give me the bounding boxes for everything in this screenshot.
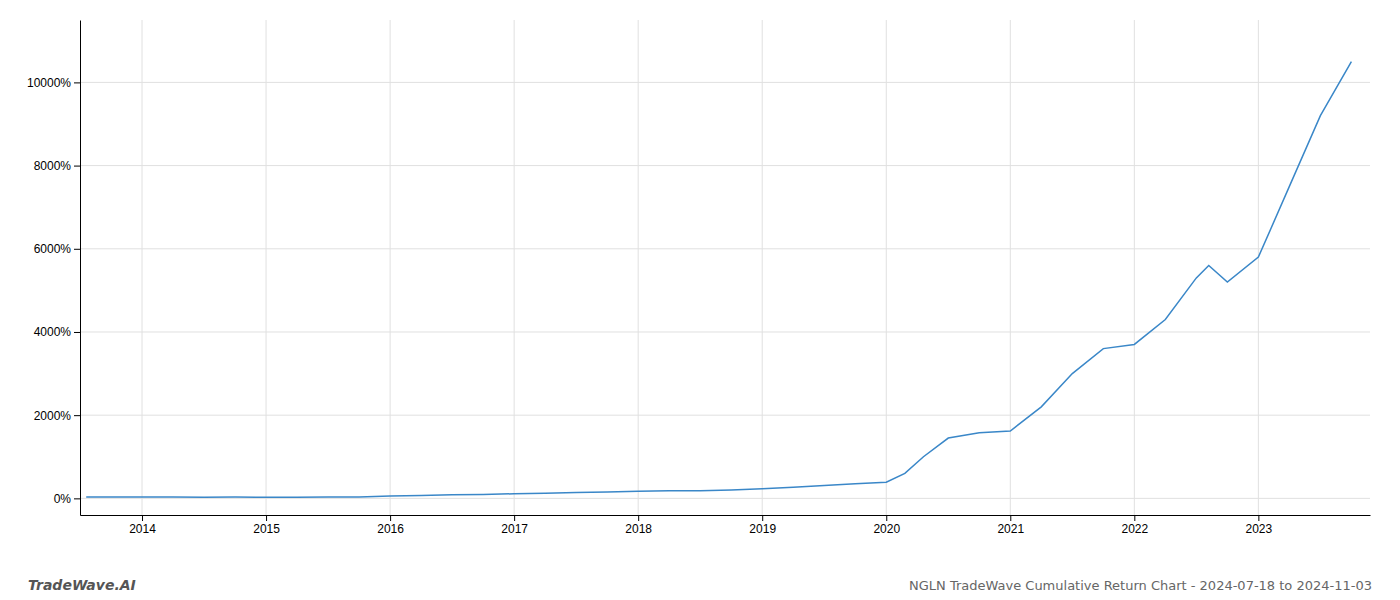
- x-tick-label: 2020: [873, 522, 900, 536]
- x-tick: 2018: [625, 515, 652, 536]
- y-tick-mark: [74, 166, 80, 167]
- x-grid-line: [638, 20, 639, 515]
- x-tick-label: 2018: [625, 522, 652, 536]
- plot-area: [86, 62, 1351, 498]
- x-tick: 2022: [1121, 515, 1148, 536]
- y-tick-mark: [74, 332, 80, 333]
- x-tick-mark: [142, 515, 143, 521]
- y-tick-mark: [74, 82, 80, 83]
- x-tick-mark: [390, 515, 391, 521]
- y-tick: 8000%: [34, 159, 80, 173]
- title: NGLN TradeWave Cumulative Return Chart -…: [909, 578, 1372, 593]
- y-tick-label: 10000%: [27, 76, 71, 90]
- y-grid-line: [80, 331, 1370, 332]
- y-tick: 2000%: [34, 409, 80, 423]
- x-tick-label: 2023: [1246, 522, 1273, 536]
- x-axis: 2014 2015 2016 2017 2018 2019 2020 2021 2022 2023: [81, 515, 1371, 536]
- x-tick-mark: [514, 515, 515, 521]
- x-tick-mark: [1134, 515, 1135, 521]
- y-tick-label: 8000%: [34, 159, 72, 173]
- x-tick-label: 2015: [253, 522, 280, 536]
- x-grid-line: [1258, 20, 1259, 515]
- x-tick-mark: [638, 515, 639, 521]
- y-axis-line: [80, 21, 81, 516]
- y-tick: 6000%: [34, 242, 80, 256]
- x-tick-mark: [762, 515, 763, 521]
- chart: 2014 2015 2016 2017 2018 2019 2020 2021 2022 2023…: [0, 0, 1400, 600]
- y-tick-mark: [74, 498, 80, 499]
- x-grid-line: [390, 20, 391, 515]
- x-tick-label: 2016: [377, 522, 404, 536]
- y-tick: 4000%: [34, 325, 80, 339]
- x-grid-line: [1010, 20, 1011, 515]
- x-tick-label: 2017: [501, 522, 528, 536]
- y-tick-label: 4000%: [34, 325, 72, 339]
- y-grid-line: [80, 82, 1370, 83]
- x-tick: 2016: [377, 515, 404, 536]
- x-tick-label: 2022: [1121, 522, 1148, 536]
- y-grid-line: [80, 415, 1370, 416]
- x-grid-line: [142, 20, 143, 515]
- y-grid-line: [80, 165, 1370, 166]
- y-tick: 10000%: [27, 76, 80, 90]
- watermark: TradeWave.AI: [28, 577, 136, 593]
- x-tick: 2021: [997, 515, 1024, 536]
- y-tick-mark: [74, 415, 80, 416]
- x-tick: 2017: [501, 515, 528, 536]
- data-line: [86, 62, 1351, 498]
- y-tick: 0%: [54, 492, 80, 506]
- x-grid-line: [266, 20, 267, 515]
- x-tick: 2015: [253, 515, 280, 536]
- x-tick-mark: [266, 515, 267, 521]
- x-tick-mark: [886, 515, 887, 521]
- x-tick-label: 2014: [129, 522, 156, 536]
- grid: [80, 20, 1370, 515]
- y-grid-line: [80, 248, 1370, 249]
- x-tick: 2023: [1246, 515, 1273, 536]
- x-grid-line: [1134, 20, 1135, 515]
- y-tick-label: 2000%: [34, 409, 72, 423]
- y-axis: 0% 2000% 4000% 6000% 8000% 10000%: [27, 21, 81, 516]
- x-axis-line: [81, 515, 1371, 516]
- x-grid-line: [886, 20, 887, 515]
- y-grid-line: [80, 498, 1370, 499]
- x-grid-line: [514, 20, 515, 515]
- x-tick-label: 2021: [997, 522, 1024, 536]
- y-tick-mark: [74, 249, 80, 250]
- x-tick: 2019: [749, 515, 776, 536]
- x-tick: 2020: [873, 515, 900, 536]
- x-tick: 2014: [129, 515, 156, 536]
- x-tick-label: 2019: [749, 522, 776, 536]
- x-tick-mark: [1258, 515, 1259, 521]
- x-tick-mark: [1010, 515, 1011, 521]
- y-tick-label: 0%: [54, 492, 72, 506]
- x-grid-line: [762, 20, 763, 515]
- y-tick-label: 6000%: [34, 242, 72, 256]
